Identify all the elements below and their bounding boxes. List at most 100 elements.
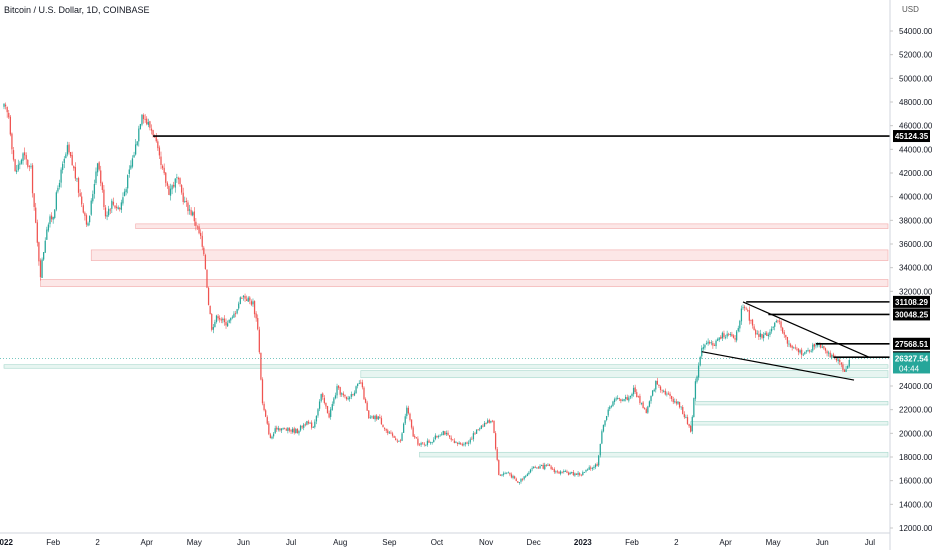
candle-body — [43, 252, 45, 260]
candle-body — [379, 416, 381, 419]
candle-body — [93, 184, 96, 194]
candle-body — [344, 394, 346, 397]
price-tick-label: 32000.00 — [899, 287, 932, 296]
candle-body — [123, 191, 126, 197]
candle-body — [92, 194, 94, 202]
candle-body — [168, 186, 170, 195]
candle-body — [620, 399, 622, 402]
candle-body — [526, 474, 528, 477]
candle-body — [19, 163, 21, 165]
candle-body — [27, 159, 29, 167]
candle-body — [789, 344, 792, 347]
time-tick-label: Oct — [431, 538, 444, 547]
candle-body — [318, 401, 321, 409]
candle-body — [534, 466, 536, 468]
candle-body — [479, 428, 481, 430]
candle-body — [755, 330, 757, 335]
candle-body — [791, 345, 793, 348]
candle-body — [442, 430, 444, 435]
candle-body — [219, 317, 221, 320]
candle-body — [163, 167, 165, 174]
candle-body — [241, 297, 243, 299]
candle-body — [376, 415, 378, 420]
candle-body — [250, 301, 253, 305]
candle-body — [285, 429, 287, 431]
candle-body — [642, 402, 644, 409]
time-tick-label: Jul — [286, 538, 296, 547]
candle-body — [255, 313, 257, 319]
candle-body — [69, 151, 72, 157]
candle-body — [277, 428, 279, 430]
candle-body — [299, 425, 302, 431]
candle-body — [358, 382, 360, 384]
candle-body — [41, 259, 43, 278]
candle-body — [30, 166, 32, 168]
candle-body — [602, 424, 605, 432]
candle-body — [187, 202, 189, 212]
candle-body — [225, 321, 227, 326]
time-tick-label: 2 — [674, 538, 679, 547]
candle-body — [222, 318, 224, 321]
candle-body — [58, 182, 61, 188]
candle-body — [813, 343, 815, 347]
candle-body — [253, 301, 256, 315]
candle-body — [599, 443, 601, 456]
candle-body — [645, 409, 647, 414]
candle-body — [696, 376, 698, 382]
candle-body — [368, 410, 370, 419]
candle-body — [28, 166, 31, 168]
candle-body — [9, 116, 11, 135]
candle-body — [721, 332, 724, 339]
candle-body — [713, 345, 716, 346]
candle-body — [336, 386, 338, 396]
candle-body — [821, 346, 823, 348]
candle-body — [468, 442, 470, 444]
candle-body — [678, 402, 681, 408]
price-label-box — [893, 337, 930, 350]
candle-body — [512, 476, 514, 478]
candle-body — [147, 122, 149, 125]
candle-body — [674, 401, 676, 403]
candle-body — [409, 413, 411, 420]
candle-body — [284, 427, 286, 429]
candle-body — [494, 433, 497, 449]
price-tick-label: 24000.00 — [899, 382, 932, 391]
candle-body — [559, 471, 562, 474]
candle-body — [615, 398, 617, 400]
candle-body — [422, 442, 424, 444]
time-tick-label: Jul — [865, 538, 875, 547]
candle-body — [127, 175, 129, 189]
support-zone — [360, 370, 889, 379]
candle-body — [161, 165, 164, 169]
candle-body — [690, 425, 692, 432]
candle-body — [769, 331, 771, 335]
price-axis[interactable]: 54000.00 52000.00 50000.00 48000.00 46000.00… — [890, 27, 932, 533]
candle-body — [650, 395, 652, 402]
candle-body — [265, 410, 267, 417]
candle-body — [452, 439, 454, 441]
time-axis[interactable]: 2022 Feb 2 Apr May Jun Jul Aug Sep Oct Nov Dec 2023 F… — [0, 538, 875, 547]
candle-body — [720, 336, 722, 339]
candle-body — [257, 318, 259, 330]
candle-body — [429, 442, 432, 444]
candle-body — [444, 431, 446, 435]
candle-body — [133, 154, 135, 158]
candle-body — [87, 223, 89, 226]
candle-body — [233, 313, 235, 318]
candle-body — [571, 472, 573, 473]
candle-body — [258, 329, 260, 353]
candle-body — [85, 215, 88, 225]
candle-body — [149, 121, 151, 128]
candle-body — [418, 444, 421, 446]
candle-body — [728, 333, 730, 335]
resistance-zone — [90, 249, 889, 261]
candle-body — [740, 308, 743, 322]
candle-body — [152, 130, 154, 136]
price-tick-label: 48000.00 — [899, 98, 932, 107]
candle-body — [98, 162, 100, 170]
candle-body — [666, 393, 668, 395]
support-zone — [695, 401, 889, 406]
candle-body — [230, 317, 232, 321]
